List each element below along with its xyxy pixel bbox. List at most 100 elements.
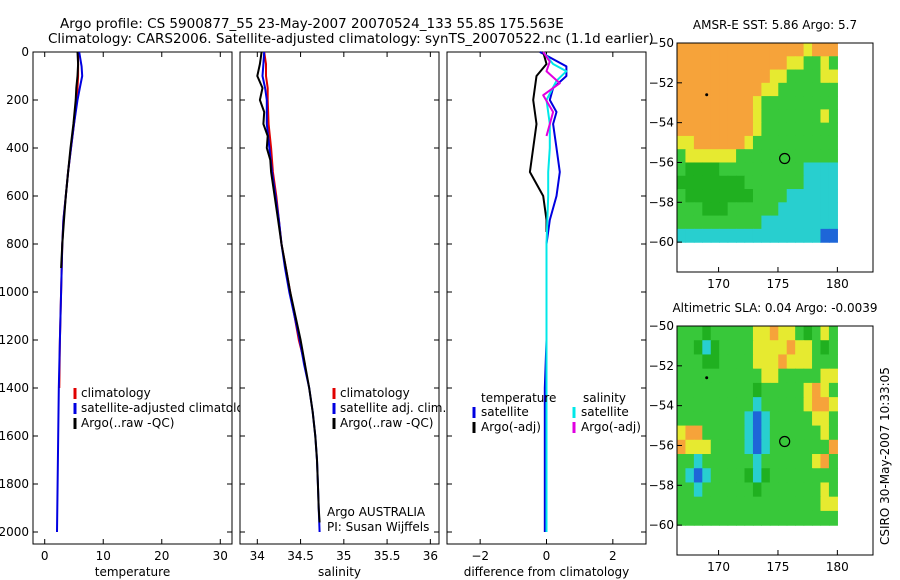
heatmap-cell	[786, 43, 796, 57]
heatmap-cell	[795, 122, 805, 137]
heatmap-cell	[677, 215, 687, 230]
heatmap-cell	[727, 175, 737, 190]
heatmap-cell	[736, 354, 746, 370]
heatmap-cell	[828, 510, 838, 526]
series-line-black	[256, 51, 321, 523]
y-tick-label: −60	[649, 235, 674, 249]
heatmap-cell	[769, 202, 779, 217]
x-tick-label: 180	[826, 277, 849, 291]
heatmap-cell	[710, 69, 720, 84]
heatmap-cell	[719, 454, 729, 469]
heatmap-cell	[677, 326, 687, 341]
x-tick-label: 175	[767, 560, 790, 574]
heatmap-cell	[786, 397, 796, 412]
heatmap-cell	[744, 228, 754, 243]
heatmap-cell	[795, 510, 805, 526]
heatmap-cell	[677, 82, 687, 97]
heatmap-cell	[719, 189, 729, 203]
heatmap-cell	[761, 382, 771, 398]
heatmap-cell	[778, 56, 788, 71]
heatmap-cell	[812, 96, 822, 110]
heatmap-cell	[702, 96, 712, 110]
x-tick-label: 175	[767, 277, 790, 291]
heatmap-cell	[744, 82, 754, 97]
heatmap-cell	[710, 439, 720, 455]
heatmap-cell	[786, 69, 796, 84]
salinity-panel: 34 34.5 35 35.5 36 salinity climatologysatelli…	[239, 51, 446, 579]
heatmap-cell	[736, 496, 746, 512]
heatmap-cell	[778, 368, 788, 384]
legend-entry: satellite adj. clim.	[340, 401, 446, 415]
heatmap-cell	[736, 397, 746, 412]
heatmap-cell	[727, 368, 737, 384]
heatmap-cell	[736, 326, 746, 341]
heatmap-cell	[752, 382, 762, 398]
heatmap-cell	[736, 368, 746, 384]
heatmap-cell	[795, 149, 805, 164]
heatmap-cell	[752, 202, 762, 217]
heatmap-cell	[761, 468, 771, 484]
heatmap-cell	[710, 109, 720, 124]
heatmap-cell	[812, 202, 822, 217]
heatmap-cell	[693, 189, 703, 203]
heatmap-cell	[677, 340, 687, 356]
heatmap-cell	[736, 82, 746, 97]
heatmap-cell	[744, 496, 754, 512]
heatmap-cell	[677, 510, 687, 526]
heatmap-cell	[710, 228, 720, 243]
heatmap-cell	[693, 439, 703, 455]
heatmap-cell	[786, 149, 796, 164]
heatmap-cell	[752, 135, 762, 150]
heatmap-cell	[812, 439, 822, 455]
heatmap-cell	[719, 162, 729, 177]
heatmap-cell	[786, 162, 796, 177]
heatmap-cell	[761, 162, 771, 177]
legend-entry: climatology	[81, 386, 151, 400]
heatmap-cell	[719, 109, 729, 124]
legend-entry: Argo(..raw -QC)	[81, 416, 174, 430]
heatmap-cell	[786, 496, 796, 512]
heatmap-cell	[812, 56, 822, 71]
heatmap-cell	[702, 82, 712, 97]
heatmap-cell	[803, 468, 813, 484]
heatmap-cell	[820, 135, 830, 150]
heatmap-cell	[778, 109, 788, 124]
heatmap-cell	[803, 382, 813, 398]
heatmap-cell	[786, 122, 796, 137]
series-line-magenta	[542, 51, 561, 137]
map-title: AMSR-E SST: 5.86 Argo: 5.7	[693, 18, 857, 32]
heatmap-cell	[677, 202, 687, 217]
heatmap-cell	[828, 56, 838, 71]
heatmap-cell	[761, 43, 771, 57]
heatmap-cell	[719, 69, 729, 84]
heatmap-cell	[710, 397, 720, 412]
heatmap-cell	[795, 340, 805, 356]
heatmap-cell	[710, 510, 720, 526]
heatmap-cell	[719, 56, 729, 71]
heatmap-cell	[710, 162, 720, 177]
heatmap-cell	[719, 175, 729, 190]
heatmap-cell	[812, 340, 822, 356]
heatmap-cell	[693, 368, 703, 384]
heatmap-cell	[736, 510, 746, 526]
heatmap-cell	[803, 135, 813, 150]
heatmap-cell	[803, 122, 813, 137]
figure-title-line1: Argo profile: CS 5900877_55 23-May-2007 …	[60, 16, 564, 32]
heatmap-cell	[828, 496, 838, 512]
heatmap-cell	[812, 162, 822, 177]
heatmap-cell	[744, 149, 754, 164]
map-frame-outline	[676, 42, 874, 273]
heatmap-cell	[719, 326, 729, 341]
heatmap-cell	[769, 496, 779, 512]
heatmap-cell	[719, 439, 729, 455]
heatmap-cell	[795, 96, 805, 110]
heatmap-cell	[685, 122, 695, 137]
heatmap-cell	[769, 175, 779, 190]
heatmap-cell	[736, 382, 746, 398]
heatmap-cell	[702, 439, 712, 455]
x-tick-label: 20	[154, 549, 169, 563]
heatmap-cell	[812, 397, 822, 412]
difference-panel: −2 0 2 difference from climatology temperatu…	[446, 51, 647, 579]
heatmap-cell	[752, 162, 762, 177]
heatmap-cell	[803, 354, 813, 370]
